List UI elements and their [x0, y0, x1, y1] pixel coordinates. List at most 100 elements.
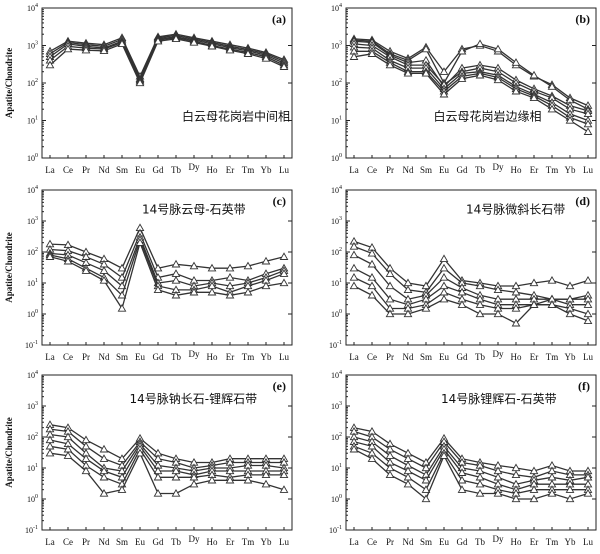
y-tick-label: 103 — [331, 401, 342, 411]
x-tick-label: Yb — [565, 537, 576, 547]
data-point-marker — [421, 494, 431, 503]
data-point-marker — [511, 318, 521, 327]
x-tick-label: Ce — [367, 537, 377, 547]
data-point-marker — [261, 256, 271, 265]
data-point-marker — [225, 475, 235, 484]
data-point-marker — [439, 67, 449, 75]
y-tick-label: 102 — [331, 432, 342, 442]
series-4 — [45, 235, 289, 299]
data-point-marker — [99, 46, 109, 55]
data-point-marker — [475, 39, 485, 48]
chart-panel-6: 10-1 100 101 102 103 104 La Ce Pr Nd Sm Eu Gd Tb Dy Ho E… — [329, 370, 597, 547]
x-tick-label: Nd — [99, 352, 110, 362]
x-tick-label: Tb — [475, 537, 485, 547]
series-1 — [45, 223, 289, 272]
data-point-marker — [45, 448, 55, 457]
y-tick-label: 104 — [27, 3, 38, 13]
data-point-marker — [583, 488, 593, 497]
data-point-marker — [117, 263, 127, 272]
x-tick-label: Ce — [63, 352, 73, 362]
x-tick-label: Er — [530, 352, 539, 362]
data-point-marker — [439, 89, 449, 98]
series-6 — [349, 281, 593, 327]
data-point-marker — [279, 278, 289, 287]
data-point-marker — [207, 475, 217, 484]
data-point-marker — [511, 470, 521, 479]
y-tick-label: 102 — [27, 78, 38, 88]
data-point-marker — [171, 259, 181, 268]
data-point-marker — [511, 494, 521, 503]
data-point-marker — [385, 281, 395, 290]
data-point-marker — [207, 263, 217, 272]
panel-letter: (d) — [575, 194, 590, 208]
data-point-marker — [565, 485, 575, 493]
series-2 — [45, 424, 289, 472]
x-tick-label: Dy — [493, 349, 504, 359]
panel-letter: (e) — [273, 379, 286, 393]
series-3 — [45, 32, 289, 84]
series-3 — [349, 250, 593, 303]
data-point-marker — [279, 485, 289, 493]
panel-letter: (a) — [272, 12, 286, 26]
x-tick-label: Tb — [475, 165, 485, 175]
data-point-marker — [117, 272, 127, 281]
x-tick-label: Ce — [63, 537, 73, 547]
data-point-marker — [349, 444, 359, 453]
series-line — [49, 451, 285, 495]
data-point-marker — [547, 488, 557, 497]
panel-note: 白云母花岗岩中间相 — [182, 109, 290, 124]
x-tick-label: Eu — [439, 537, 449, 547]
data-point-marker — [117, 303, 127, 312]
x-tick-label: Ho — [511, 537, 522, 547]
y-tick-label: 10-1 — [329, 340, 342, 350]
series-line — [49, 38, 285, 85]
data-point-marker — [99, 275, 109, 284]
y-tick-label: 100 — [331, 309, 342, 319]
y-tick-label: 10-1 — [25, 525, 38, 535]
data-point-marker — [45, 60, 55, 69]
x-tick-label: Yb — [261, 537, 272, 547]
data-point-marker — [565, 309, 575, 318]
data-point-marker — [367, 259, 377, 268]
data-point-marker — [493, 488, 503, 497]
data-point-marker — [583, 300, 593, 308]
series-4 — [45, 33, 289, 85]
x-tick-label: Er — [226, 352, 235, 362]
data-point-marker — [279, 470, 289, 479]
data-point-marker — [349, 281, 359, 290]
data-point-marker — [45, 252, 55, 260]
data-point-marker — [385, 294, 395, 303]
data-point-marker — [349, 250, 359, 259]
data-point-marker — [261, 53, 271, 62]
x-tick-label: Gd — [153, 352, 164, 362]
x-tick-label: Tb — [475, 352, 485, 362]
data-point-marker — [475, 479, 485, 488]
x-tick-label: Pr — [386, 352, 394, 362]
x-tick-label: Pr — [386, 537, 394, 547]
data-point-marker — [153, 263, 163, 272]
data-point-marker — [367, 281, 377, 290]
data-point-marker — [529, 278, 539, 287]
y-tick-label: 101 — [27, 116, 38, 126]
data-point-marker — [421, 303, 431, 312]
x-tick-label: Eu — [439, 352, 449, 362]
panel-letter: (b) — [575, 12, 590, 26]
chart-panel-3: 10-1 100 101 102 103 104 La Ce Pr Nd Sm Eu Gd Tb Dy Ho E… — [4, 185, 293, 362]
data-point-marker — [565, 115, 575, 124]
series-2 — [45, 228, 289, 284]
data-point-marker — [421, 44, 431, 53]
data-point-marker — [99, 472, 109, 481]
data-point-marker — [189, 287, 199, 296]
data-point-marker — [63, 451, 73, 459]
x-tick-label: Ho — [511, 352, 522, 362]
series-line — [353, 254, 588, 300]
plot-frame — [41, 374, 293, 531]
series-5 — [45, 238, 289, 312]
x-tick-label: Lu — [583, 352, 593, 362]
y-tick-label: 101 — [331, 278, 342, 288]
data-point-marker — [439, 294, 449, 303]
data-point-marker — [457, 74, 467, 82]
x-tick-label: Yb — [261, 165, 272, 175]
data-point-marker — [475, 300, 485, 308]
x-tick-label: Pr — [82, 165, 90, 175]
